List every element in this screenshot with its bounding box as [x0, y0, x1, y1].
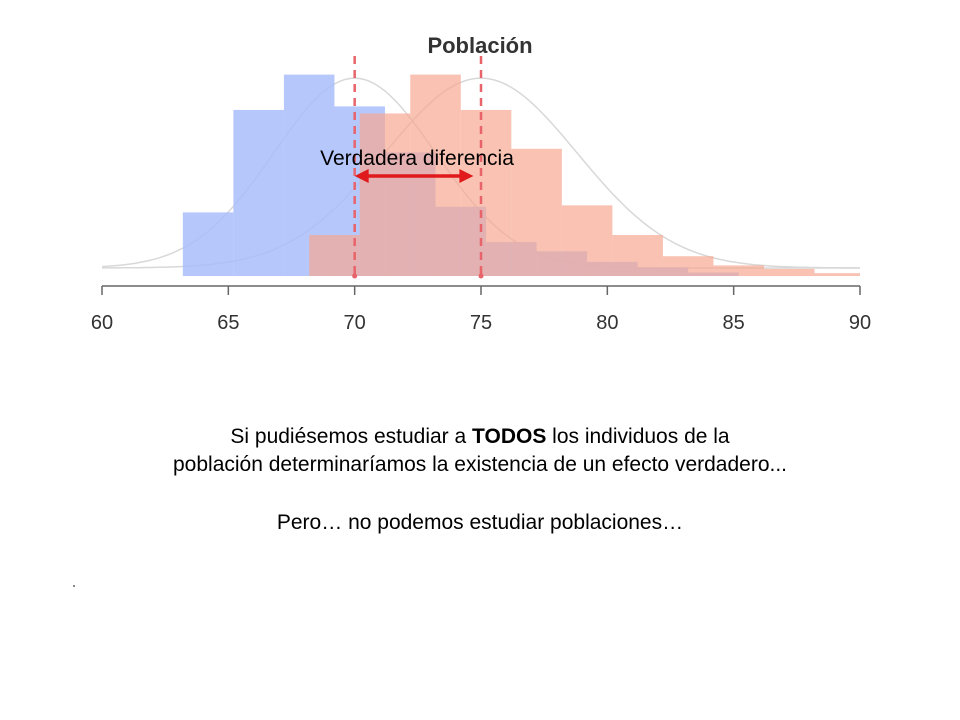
x-tick-label-65: 65	[217, 312, 239, 334]
red-bar-5	[511, 148, 562, 276]
red-bar-8	[662, 256, 714, 276]
red-bar-9	[713, 265, 764, 276]
red-bar-4	[460, 109, 512, 276]
true-difference-annotation: Verdadera diferencia	[320, 147, 514, 183]
difference-arrow-left-head	[354, 169, 369, 183]
line1-start: Si pudiésemos estudiar a	[230, 425, 473, 448]
stray-dot	[73, 585, 75, 587]
x-tick-label-75: 75	[470, 312, 492, 334]
paragraph-line-2: población determinaríamos la existencia …	[172, 453, 788, 476]
annotation-label: Verdadera diferencia	[320, 147, 514, 170]
blue-bar-2	[233, 109, 284, 276]
x-tick-label-60: 60	[91, 312, 113, 334]
red-bar-1	[309, 235, 360, 276]
x-tick-label-70: 70	[344, 312, 366, 334]
difference-arrow-right-head	[459, 169, 474, 183]
x-tick-label-80: 80	[596, 312, 618, 334]
mean-lines	[352, 56, 484, 279]
blue-bar-1	[182, 212, 234, 276]
conclusion-paragraph: Pero… no podemos estudiar poblaciones…	[276, 511, 684, 534]
population-paragraph: Si pudiésemos estudiar a TODOS los indiv…	[0, 423, 960, 479]
x-tick-label-90: 90	[849, 312, 871, 334]
x-tick-label-85: 85	[723, 312, 745, 334]
population-histogram-chart: Población 60 65 70 75 80 85 90 Verdadera difer…	[91, 33, 871, 334]
line1-end: los individuos de la	[546, 425, 730, 448]
chart-title: Población	[427, 33, 532, 58]
mean-marker-75	[478, 273, 484, 279]
red-bar-7	[612, 235, 663, 276]
red-histogram-series	[309, 74, 860, 276]
red-bar-10	[763, 268, 815, 276]
x-axis: 60 65 70 75 80 85 90	[91, 285, 871, 334]
red-bar-6	[561, 205, 613, 276]
paragraph-line-1: Si pudiésemos estudiar a TODOS los indiv…	[0, 423, 960, 451]
todos-bold: TODOS	[472, 425, 547, 448]
red-bar-11	[814, 273, 860, 276]
red-bar-2	[359, 113, 411, 276]
mean-marker-70	[352, 273, 358, 279]
